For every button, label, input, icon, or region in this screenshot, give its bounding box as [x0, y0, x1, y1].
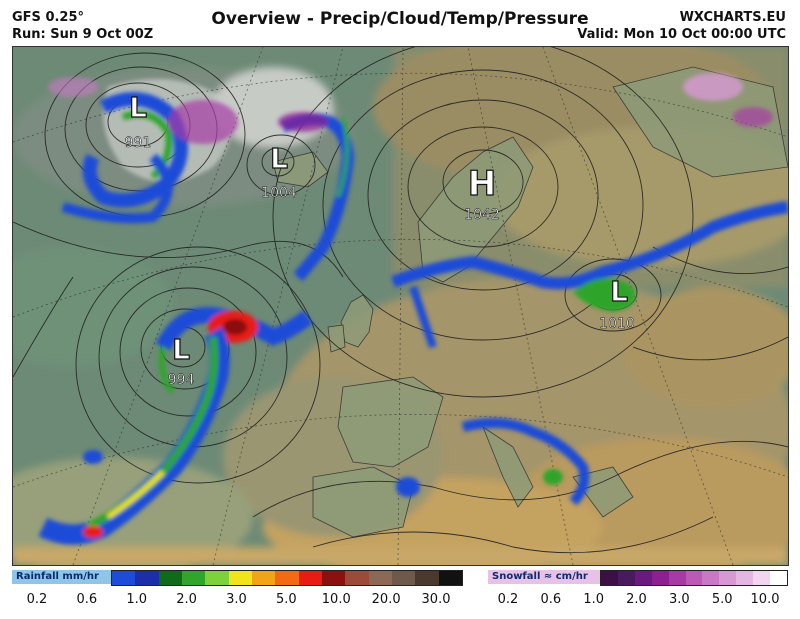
run-time: Run: Sun 9 Oct 00Z	[12, 27, 154, 42]
snowfall-tick-label: 1.0	[583, 592, 604, 607]
snowfall-swatch	[634, 571, 652, 585]
snowfall-swatch	[753, 571, 771, 585]
pressure-value: 1042	[464, 207, 500, 223]
snowfall-legend-label: Snowfall ≈ cm/hr	[488, 570, 604, 584]
weather-map: L 991 L 1004 H 1042 L 1010 L 994	[12, 46, 789, 566]
rainfall-swatch	[345, 571, 369, 585]
rainfall-tick-label: 5.0	[276, 592, 297, 607]
high-symbol: H	[468, 164, 496, 204]
pressure-value: 991	[125, 135, 152, 151]
graticule	[13, 47, 788, 565]
rainfall-legend-label: Rainfall mm/hr	[12, 570, 115, 584]
rainfall-swatch	[391, 571, 416, 585]
snowfall-tick-label: 3.0	[668, 592, 690, 607]
snowfall-swatch	[719, 571, 737, 585]
model-name: GFS 0.25°	[12, 10, 85, 25]
valid-time: Valid: Mon 10 Oct 00:00 UTC	[577, 27, 786, 42]
snowfall-swatch	[617, 571, 635, 585]
chart-title: Overview - Precip/Cloud/Temp/Pressure	[211, 9, 589, 29]
rainfall-tick-label: 30.0	[421, 592, 451, 607]
snowfall-tick-label: 0.6	[540, 592, 562, 607]
snowfall-swatch	[702, 571, 720, 585]
snowfall-tick-label: 2.0	[626, 592, 647, 607]
rainfall-swatch	[181, 571, 206, 585]
rainfall-swatch	[205, 571, 229, 585]
rainfall-swatch	[112, 571, 136, 585]
precipitation	[38, 73, 788, 545]
rainfall-swatch	[415, 571, 439, 585]
rainfall-swatch	[251, 571, 276, 585]
snowfall-swatch	[685, 571, 703, 585]
snowfall-swatch	[668, 571, 686, 585]
low-symbol: L	[129, 91, 147, 124]
snowfall-tick-label: 5.0	[711, 592, 733, 607]
site-name: WXCHARTS.EU	[679, 10, 786, 25]
rainfall-tick-label: 3.0	[226, 592, 247, 607]
rainfall-color-bar	[111, 570, 463, 586]
coastlines	[272, 66, 788, 538]
snowfall-swatch	[736, 571, 754, 585]
rainfall-swatch	[438, 571, 462, 585]
rainfall-tick-label: 0.2	[26, 592, 48, 607]
header: GFS 0.25° Run: Sun 9 Oct 00Z Overview - …	[0, 0, 800, 46]
rainfall-tick-label: 20.0	[371, 592, 401, 607]
rainfall-swatch	[275, 571, 299, 585]
snowfall-tick-label: 0.2	[497, 592, 519, 607]
pressure-centers: L 991 L 1004 H 1042 L 1010 L 994	[124, 90, 635, 388]
pressure-value: 994	[168, 372, 195, 388]
rainfall-tick-label: 1.0	[126, 592, 148, 607]
pressure-value: 1004	[261, 185, 297, 201]
rainfall-swatch	[368, 571, 392, 585]
snowfall-swatch	[601, 571, 618, 585]
pressure-value: 1010	[599, 316, 635, 332]
snowfall-color-bar	[600, 570, 788, 586]
low-symbol: L	[172, 333, 190, 366]
rainfall-swatch	[298, 571, 322, 585]
rainfall-swatch	[228, 571, 252, 585]
rainfall-swatch	[321, 571, 346, 585]
rainfall-tick-label: 10.0	[321, 592, 351, 607]
low-symbol: L	[270, 142, 288, 175]
snowfall-swatch	[651, 571, 669, 585]
rainfall-swatch	[135, 571, 159, 585]
snowfall-swatch	[770, 571, 787, 585]
rainfall-swatch	[158, 571, 182, 585]
low-symbol: L	[610, 275, 628, 308]
snowfall-tick-label: 10.0	[750, 592, 780, 607]
rainfall-tick-label: 0.6	[76, 592, 98, 607]
rainfall-tick-label: 2.0	[176, 592, 197, 607]
map-canvas: L 991 L 1004 H 1042 L 1010 L 994	[13, 47, 788, 565]
